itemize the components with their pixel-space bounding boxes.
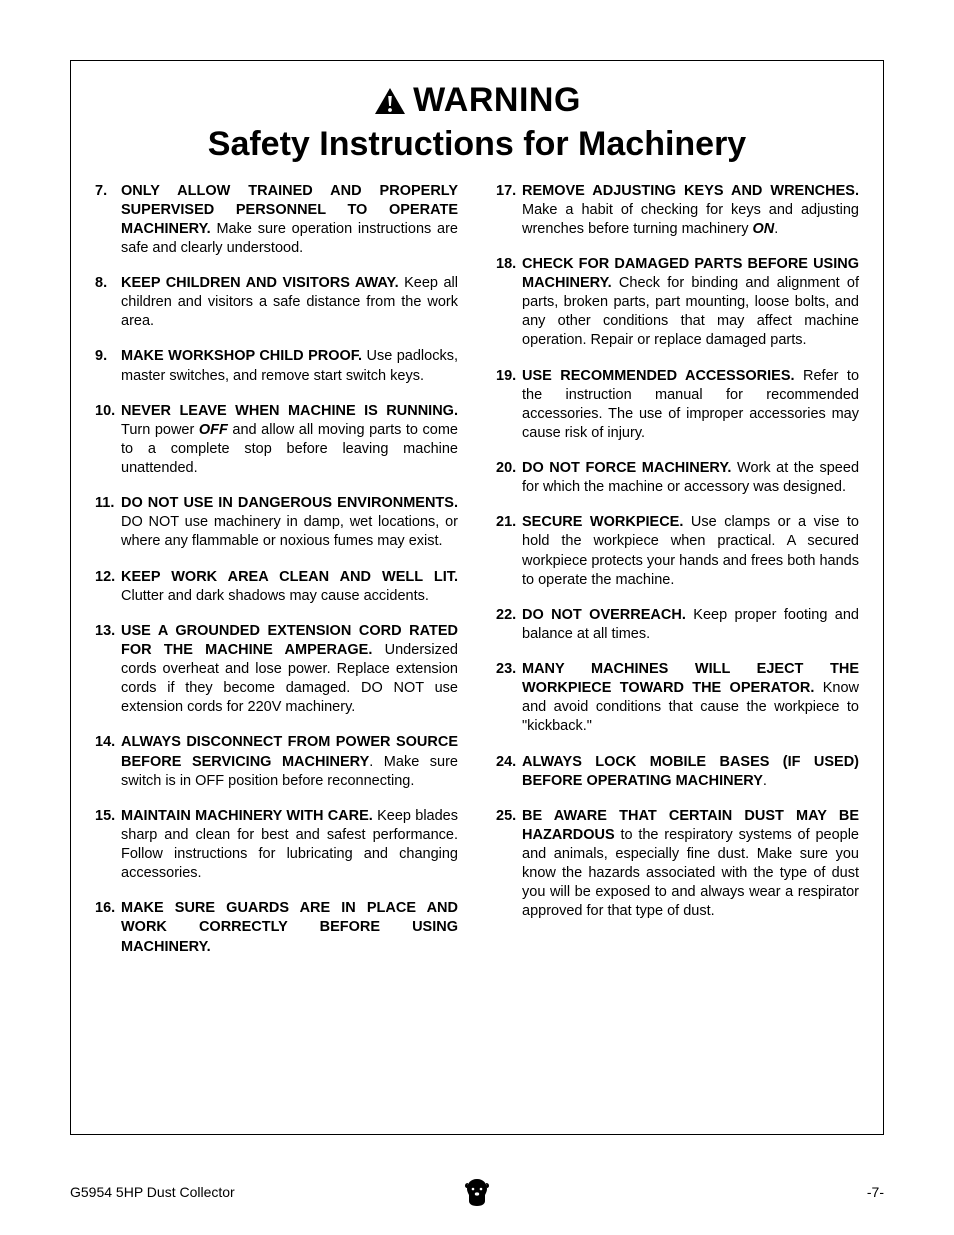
instruction-text: Turn power: [121, 422, 199, 438]
instruction-item: 15.MAINTAIN MACHINERY WITH CARE. Keep bl…: [95, 807, 458, 884]
instruction-body: BE AWARE THAT CERTAIN DUST MAY BE HAZARD…: [522, 807, 859, 922]
instruction-heading: DO NOT OVERREACH.: [522, 607, 686, 623]
instruction-heading: KEEP CHILDREN AND VISITORS AWAY.: [121, 275, 399, 291]
instruction-item: 22.DO NOT OVERREACH. Keep proper footing…: [496, 606, 859, 644]
instruction-number: 15.: [95, 807, 121, 884]
instruction-heading: MAKE WORKSHOP CHILD PROOF.: [121, 348, 362, 364]
instruction-heading: KEEP WORK AREA CLEAN AND WELL LIT.: [121, 569, 458, 585]
left-column: 7.ONLY ALLOW TRAINED AND PROPERLY SUPERV…: [95, 182, 458, 973]
instruction-item: 17.REMOVE ADJUSTING KEYS AND WRENCHES. M…: [496, 182, 859, 239]
instruction-number: 19.: [496, 367, 522, 444]
instruction-item: 21.SECURE WORKPIECE. Use clamps or a vis…: [496, 513, 859, 590]
instruction-heading: ALWAYS LOCK MOBILE BASES (IF USED) BEFOR…: [522, 754, 859, 789]
instruction-body: KEEP WORK AREA CLEAN AND WELL LIT. Clutt…: [121, 568, 458, 606]
columns-container: 7.ONLY ALLOW TRAINED AND PROPERLY SUPERV…: [95, 182, 859, 973]
instruction-text: Make a habit of checking for keys and ad…: [522, 202, 859, 237]
instruction-heading: DO NOT FORCE MACHINERY.: [522, 460, 731, 476]
instruction-emphasis: ON: [753, 221, 775, 237]
instruction-number: 17.: [496, 182, 522, 239]
instruction-item: 12.KEEP WORK AREA CLEAN AND WELL LIT. Cl…: [95, 568, 458, 606]
instruction-body: DO NOT OVERREACH. Keep proper footing an…: [522, 606, 859, 644]
instruction-text: DO NOT use machinery in damp, wet locati…: [121, 514, 458, 549]
instruction-number: 16.: [95, 899, 121, 956]
instruction-item: 20.DO NOT FORCE MACHINERY. Work at the s…: [496, 459, 859, 497]
instruction-number: 12.: [95, 568, 121, 606]
instruction-item: 25.BE AWARE THAT CERTAIN DUST MAY BE HAZ…: [496, 807, 859, 922]
instruction-heading: DO NOT USE IN DANGEROUS ENVIRONMENTS.: [121, 495, 458, 511]
instruction-text: Clutter and dark shadows may cause accid…: [121, 588, 429, 604]
footer-left: G5954 5HP Dust Collector: [70, 1184, 235, 1200]
instruction-body: REMOVE ADJUSTING KEYS AND WRENCHES. Make…: [522, 182, 859, 239]
instruction-body: MAKE WORKSHOP CHILD PROOF. Use padlocks,…: [121, 347, 458, 385]
instruction-number: 20.: [496, 459, 522, 497]
instruction-number: 18.: [496, 255, 522, 351]
instruction-number: 23.: [496, 660, 522, 737]
warning-triangle-icon: [373, 86, 407, 116]
instruction-number: 11.: [95, 494, 121, 551]
content-frame: WARNING Safety Instructions for Machiner…: [70, 60, 884, 1135]
instruction-item: 19.USE RECOMMENDED ACCESSORIES. Refer to…: [496, 367, 859, 444]
instruction-body: MANY MACHINES WILL EJECT THE WORKPIECE T…: [522, 660, 859, 737]
bear-logo-icon: [463, 1177, 491, 1207]
instruction-item: 16.MAKE SURE GUARDS ARE IN PLACE AND WOR…: [95, 899, 458, 956]
instruction-heading: NEVER LEAVE WHEN MACHINE IS RUNNING.: [121, 403, 458, 419]
instruction-number: 14.: [95, 733, 121, 790]
instruction-body: ALWAYS DISCONNECT FROM POWER SOURCE BEFO…: [121, 733, 458, 790]
footer-right: -7-: [867, 1184, 884, 1200]
instruction-number: 10.: [95, 402, 121, 479]
instruction-item: 8.KEEP CHILDREN AND VISITORS AWAY. Keep …: [95, 274, 458, 331]
instruction-body: SECURE WORKPIECE. Use clamps or a vise t…: [522, 513, 859, 590]
warning-text: WARNING: [413, 81, 581, 120]
instruction-body: ALWAYS LOCK MOBILE BASES (IF USED) BEFOR…: [522, 753, 859, 791]
instruction-heading: USE RECOMMENDED ACCESSORIES.: [522, 368, 795, 384]
instruction-body: DO NOT FORCE MACHINERY. Work at the spee…: [522, 459, 859, 497]
instruction-body: USE A GROUNDED EXTENSION CORD RATED FOR …: [121, 622, 458, 718]
instruction-item: 9.MAKE WORKSHOP CHILD PROOF. Use padlock…: [95, 347, 458, 385]
instruction-body: CHECK FOR DAMAGED PARTS BEFORE USING MAC…: [522, 255, 859, 351]
instruction-text: .: [763, 773, 767, 789]
instruction-body: NEVER LEAVE WHEN MACHINE IS RUNNING. Tur…: [121, 402, 458, 479]
instruction-item: 14.ALWAYS DISCONNECT FROM POWER SOURCE B…: [95, 733, 458, 790]
instruction-item: 13.USE A GROUNDED EXTENSION CORD RATED F…: [95, 622, 458, 718]
instruction-item: 18.CHECK FOR DAMAGED PARTS BEFORE USING …: [496, 255, 859, 351]
instruction-heading: MAKE SURE GUARDS ARE IN PLACE AND WORK C…: [121, 900, 458, 954]
instruction-body: MAINTAIN MACHINERY WITH CARE. Keep blade…: [121, 807, 458, 884]
instruction-number: 13.: [95, 622, 121, 718]
instruction-item: 7.ONLY ALLOW TRAINED AND PROPERLY SUPERV…: [95, 182, 458, 259]
instruction-text: .: [774, 221, 778, 237]
instruction-heading: MAINTAIN MACHINERY WITH CARE.: [121, 808, 373, 824]
right-column: 17.REMOVE ADJUSTING KEYS AND WRENCHES. M…: [496, 182, 859, 973]
page-footer: G5954 5HP Dust Collector -7-: [70, 1184, 884, 1200]
instruction-body: MAKE SURE GUARDS ARE IN PLACE AND WORK C…: [121, 899, 458, 956]
instruction-item: 24.ALWAYS LOCK MOBILE BASES (IF USED) BE…: [496, 753, 859, 791]
instruction-number: 25.: [496, 807, 522, 922]
instruction-heading: MANY MACHINES WILL EJECT THE WORKPIECE T…: [522, 661, 859, 696]
warning-label: WARNING: [373, 81, 581, 120]
instruction-heading: REMOVE ADJUSTING KEYS AND WRENCHES.: [522, 183, 859, 199]
instruction-item: 11.DO NOT USE IN DANGEROUS ENVIRONMENTS.…: [95, 494, 458, 551]
instruction-number: 22.: [496, 606, 522, 644]
instruction-body: USE RECOMMENDED ACCESSORIES. Refer to th…: [522, 367, 859, 444]
instruction-number: 7.: [95, 182, 121, 259]
instruction-number: 8.: [95, 274, 121, 331]
instruction-body: DO NOT USE IN DANGEROUS ENVIRONMENTS. DO…: [121, 494, 458, 551]
instruction-number: 21.: [496, 513, 522, 590]
instruction-emphasis: OFF: [199, 422, 228, 438]
instruction-number: 9.: [95, 347, 121, 385]
instruction-item: 10.NEVER LEAVE WHEN MACHINE IS RUNNING. …: [95, 402, 458, 479]
instruction-item: 23.MANY MACHINES WILL EJECT THE WORKPIEC…: [496, 660, 859, 737]
instruction-body: KEEP CHILDREN AND VISITORS AWAY. Keep al…: [121, 274, 458, 331]
instruction-number: 24.: [496, 753, 522, 791]
subtitle: Safety Instructions for Machinery: [95, 125, 859, 164]
instruction-body: ONLY ALLOW TRAINED AND PROPERLY SUPERVIS…: [121, 182, 458, 259]
instruction-heading: SECURE WORKPIECE.: [522, 514, 683, 530]
warning-header: WARNING: [95, 81, 859, 121]
